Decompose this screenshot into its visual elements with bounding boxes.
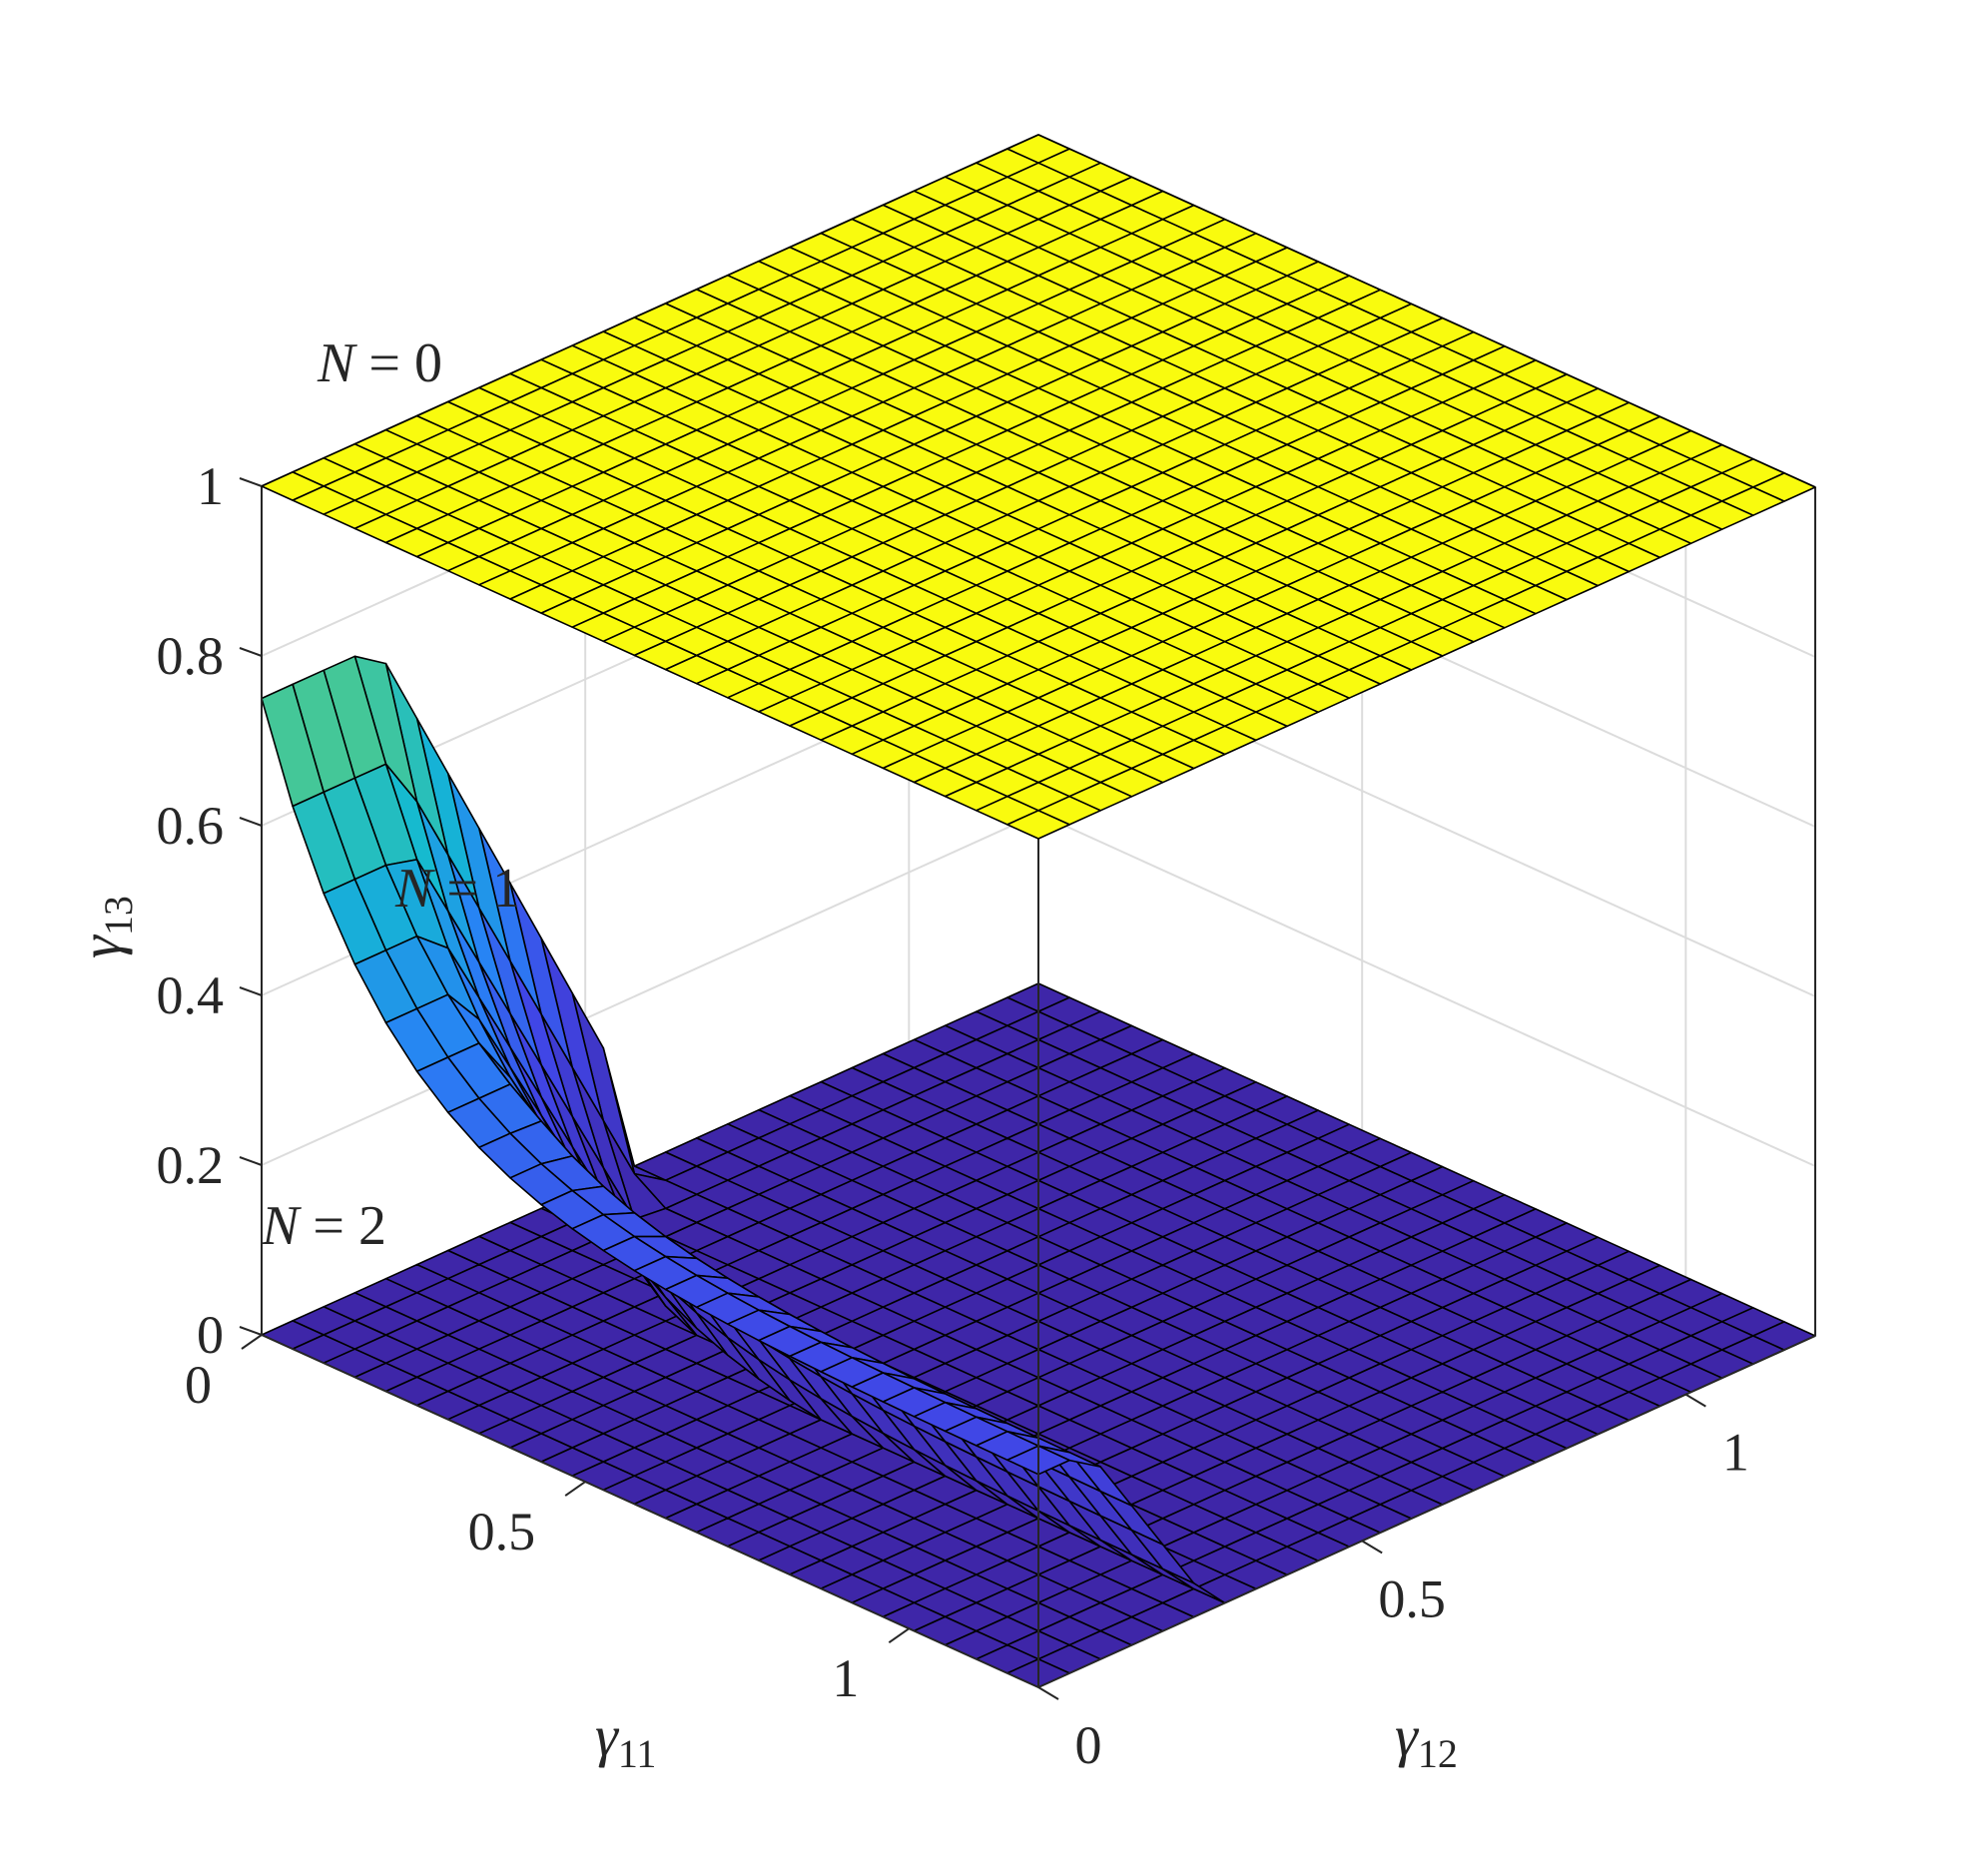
surface-n0 xyxy=(261,134,1816,840)
z-tick-label: 0.6 xyxy=(157,796,225,856)
surface-n1 xyxy=(261,655,1226,1604)
z-tick xyxy=(239,1326,263,1336)
y-tick-label: 0.5 xyxy=(1378,1568,1446,1628)
y-axis-label: γ12 xyxy=(1395,1703,1458,1776)
y-tick xyxy=(1037,1686,1059,1700)
z-tick-label: 0 xyxy=(197,1305,224,1365)
z-tick xyxy=(239,647,263,657)
z-tick-label: 0.2 xyxy=(157,1135,225,1195)
y-tick xyxy=(1684,1393,1706,1408)
z-tick-label: 0.4 xyxy=(157,965,225,1025)
z-tick xyxy=(239,477,263,487)
z-tick xyxy=(239,986,263,996)
x-tick-label: 0.5 xyxy=(468,1502,536,1562)
axis-ticks: 0 0.2 0.4 0.6 0.8 1 0 0.5 1 0 0.5 1 xyxy=(157,456,1749,1775)
y-tick xyxy=(1361,1540,1383,1555)
z-axis-label: γ13 xyxy=(68,896,141,958)
x-tick xyxy=(241,1334,263,1350)
n0-surface-patch xyxy=(1006,809,1070,840)
z-tick-label: 0.8 xyxy=(157,626,225,686)
x-tick xyxy=(564,1481,586,1497)
z-tick xyxy=(239,1156,263,1166)
annotation-n1: N = 1 xyxy=(394,858,520,920)
annotation-n0: N = 0 xyxy=(317,332,442,394)
x-axis-label: γ11 xyxy=(595,1703,656,1776)
y-tick-label: 0 xyxy=(1075,1715,1102,1775)
annotation-n2: N = 2 xyxy=(261,1195,386,1257)
z-tick-label: 1 xyxy=(197,456,224,516)
x-tick-label: 1 xyxy=(832,1648,859,1708)
x-tick-label: 0 xyxy=(185,1355,212,1415)
z-tick xyxy=(239,817,263,827)
x-tick xyxy=(888,1627,910,1643)
y-tick-label: 1 xyxy=(1722,1423,1749,1483)
